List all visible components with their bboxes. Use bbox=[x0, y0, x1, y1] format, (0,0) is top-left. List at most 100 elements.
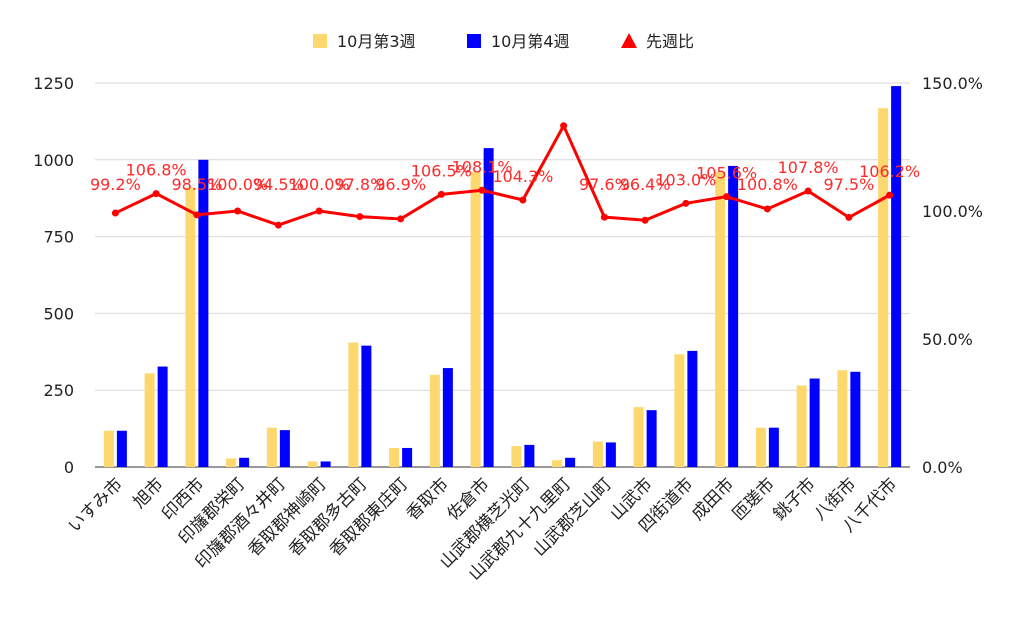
ratio-point bbox=[397, 215, 405, 223]
left-axis-ticks: 0 250 500 750 1000 1250 bbox=[33, 74, 74, 477]
bar-week3 bbox=[837, 370, 848, 467]
legend-label: 10月第4週 bbox=[491, 32, 570, 51]
bar-week3 bbox=[185, 187, 196, 467]
ratio-data-label: 94.5% bbox=[253, 175, 304, 194]
ratio-point bbox=[600, 213, 608, 221]
left-tick-label: 750 bbox=[43, 228, 74, 247]
ratio-point bbox=[437, 190, 445, 198]
bar-week4 bbox=[239, 457, 250, 467]
bar-week4 bbox=[605, 442, 616, 467]
ratio-point bbox=[560, 122, 568, 130]
bars bbox=[103, 86, 902, 468]
bar-week3 bbox=[470, 172, 481, 467]
right-tick-label: 100.0% bbox=[922, 202, 983, 221]
bar-week3 bbox=[674, 354, 685, 467]
bar-week4 bbox=[687, 350, 698, 467]
ratio-data-label: 100.0% bbox=[207, 175, 268, 194]
bar-week3 bbox=[144, 373, 155, 467]
ratio-point bbox=[804, 187, 812, 195]
ratio-point bbox=[641, 216, 649, 224]
x-category-label: 匝瑳市 bbox=[729, 474, 779, 524]
bar-week3 bbox=[592, 441, 603, 467]
ratio-point bbox=[193, 211, 201, 219]
ratio-point bbox=[234, 207, 242, 215]
bar-week4 bbox=[320, 461, 331, 467]
right-tick-label: 50.0% bbox=[922, 330, 973, 349]
bar-week4 bbox=[157, 366, 168, 467]
ratio-point bbox=[682, 199, 690, 207]
ratio-data-label: 106.8% bbox=[126, 161, 187, 180]
bar-week4 bbox=[646, 410, 657, 467]
x-axis-categories: いすみ市 旭市印西市印旛郡栄町印旛郡酒々井町香取郡神崎町香取郡多古町香取郡東庄町香… bbox=[65, 474, 901, 584]
bar-week3 bbox=[715, 172, 726, 467]
ratio-point bbox=[315, 207, 323, 215]
bar-week4 bbox=[442, 368, 453, 467]
x-category-label: 成田市 bbox=[688, 474, 738, 524]
bar-week4 bbox=[279, 430, 290, 467]
ratio-point bbox=[723, 193, 731, 201]
ratio-data-label: 100.0% bbox=[289, 175, 350, 194]
bar-week4 bbox=[809, 378, 820, 467]
legend-triangle-icon bbox=[621, 33, 637, 48]
ratio-data-label: 107.8% bbox=[778, 158, 839, 177]
ratio-line bbox=[114, 124, 891, 227]
bar-week3 bbox=[878, 108, 889, 467]
ratio-data-label: 97.8% bbox=[334, 175, 385, 194]
ratio-data-label: 98.5% bbox=[171, 175, 222, 194]
left-tick-label: 0 bbox=[64, 458, 74, 477]
bar-week3 bbox=[266, 427, 277, 467]
ratio-data-label: 100.8% bbox=[737, 175, 798, 194]
ratio-line-series bbox=[111, 122, 894, 229]
legend-label: 10月第3週 bbox=[337, 32, 416, 51]
bar-week3 bbox=[103, 430, 114, 467]
ratio-point bbox=[152, 190, 160, 198]
ratio-data-label: 96.4% bbox=[620, 175, 671, 194]
ratio-data-label: 108.1% bbox=[452, 157, 513, 176]
bar-week4 bbox=[850, 371, 861, 467]
legend-swatch-week3 bbox=[313, 34, 327, 48]
legend: 10月第3週 10月第4週 先週比 bbox=[313, 32, 694, 51]
ratio-data-label: 106.5% bbox=[411, 161, 472, 180]
ratio-data-label: 97.6% bbox=[579, 175, 630, 194]
bar-week4 bbox=[402, 447, 413, 467]
ratio-data-labels: 99.2%106.8%98.5%100.0%94.5%100.0%97.8%96… bbox=[90, 157, 920, 194]
bar-week3 bbox=[429, 374, 440, 467]
right-axis-ticks: 0.0% 50.0% 100.0% 150.0% bbox=[922, 74, 983, 477]
bar-week4 bbox=[483, 148, 494, 467]
bar-week4 bbox=[891, 86, 902, 468]
bar-week3 bbox=[511, 446, 522, 467]
bar-week3 bbox=[226, 458, 237, 467]
bar-week3 bbox=[796, 385, 807, 467]
ratio-point bbox=[478, 186, 486, 194]
legend-swatch-week4 bbox=[467, 34, 481, 48]
bar-week4 bbox=[728, 165, 739, 467]
ratio-data-label: 96.9% bbox=[375, 175, 426, 194]
left-tick-label: 1000 bbox=[33, 151, 74, 170]
ratio-point bbox=[111, 209, 119, 217]
ratio-data-label: 97.5% bbox=[823, 175, 874, 194]
legend-label: 先週比 bbox=[646, 32, 694, 51]
ratio-point bbox=[763, 205, 771, 213]
bar-week4 bbox=[565, 457, 576, 467]
right-tick-label: 0.0% bbox=[922, 458, 963, 477]
ratio-point bbox=[356, 213, 364, 221]
ratio-data-label: 105.6% bbox=[696, 164, 757, 183]
bar-week4 bbox=[768, 427, 779, 467]
ratio-point bbox=[886, 191, 894, 199]
left-tick-label: 250 bbox=[43, 381, 74, 400]
ratio-point bbox=[274, 221, 282, 229]
x-category-label: 銚子市 bbox=[769, 474, 819, 524]
bar-week3 bbox=[552, 460, 563, 467]
ratio-data-label: 103.0% bbox=[655, 170, 716, 189]
gridlines bbox=[95, 82, 910, 468]
bar-week3 bbox=[348, 342, 359, 467]
ratio-point bbox=[519, 196, 527, 204]
x-category-label: いすみ市 bbox=[65, 474, 127, 536]
bar-week3 bbox=[633, 407, 644, 467]
bar-week4 bbox=[361, 345, 372, 467]
bar-week3 bbox=[389, 447, 400, 467]
ratio-data-label: 104.3% bbox=[492, 167, 553, 186]
left-tick-label: 1250 bbox=[33, 74, 74, 93]
ratio-data-label: 106.2% bbox=[859, 162, 920, 181]
